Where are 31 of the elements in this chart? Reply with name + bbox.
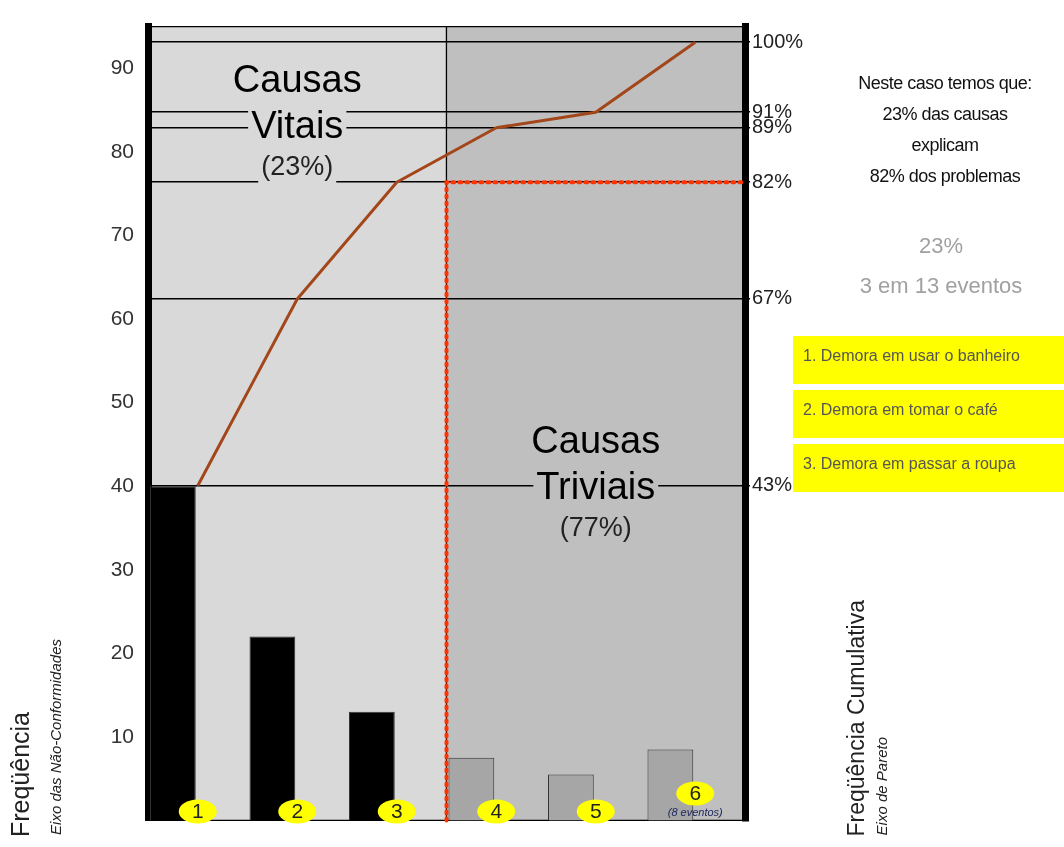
- y-tick-label: 10: [110, 723, 134, 747]
- text: Neste caso temos que: 23% das causas explicam 82% dos problemas: [857, 72, 1033, 188]
- band-label: Causas Vitais (23%): [232, 57, 362, 182]
- band-label: Causas Triviais (77%): [531, 418, 661, 543]
- text: 2. Demora em tomar o café: [793, 390, 1064, 438]
- x-tick-label: 4: [490, 799, 503, 823]
- y2-tick-label: 43%: [752, 473, 793, 496]
- y-tick-label: 90: [110, 55, 134, 79]
- annotation: (8 eventos): [667, 806, 724, 819]
- y-tick-label: 60: [110, 305, 134, 329]
- y2-tick-label: 100%: [752, 29, 804, 52]
- text: 1. Demora em usar o banheiro: [793, 336, 1064, 384]
- y2-tick-label: 67%: [752, 286, 793, 309]
- y-tick-label: 40: [110, 472, 134, 496]
- text: 23% 3 em 13 eventos: [858, 232, 1024, 300]
- y-axis-title: Freqüência: [6, 711, 35, 837]
- y-tick-label: 80: [110, 138, 134, 162]
- text: Eixo das Não-Conformidades: [47, 639, 64, 835]
- y2-axis-title: Freqüência Cumulativa: [843, 600, 870, 837]
- x-tick-label: 2: [291, 799, 304, 823]
- y-tick-label: 30: [110, 556, 134, 580]
- y2-tick-label: 82%: [752, 169, 793, 192]
- x-tick-label: 3: [390, 799, 403, 823]
- x-tick-label: 5: [589, 799, 602, 823]
- text: Eixo de Pareto: [873, 736, 890, 835]
- y-tick-label: 50: [110, 389, 134, 413]
- text: 3. Demora em passar a roupa: [793, 444, 1064, 492]
- x-tick-label: 6: [689, 781, 702, 805]
- y-tick-label: 20: [110, 640, 134, 664]
- x-tick-label: 1: [191, 799, 204, 823]
- y-tick-label: 70: [110, 222, 134, 246]
